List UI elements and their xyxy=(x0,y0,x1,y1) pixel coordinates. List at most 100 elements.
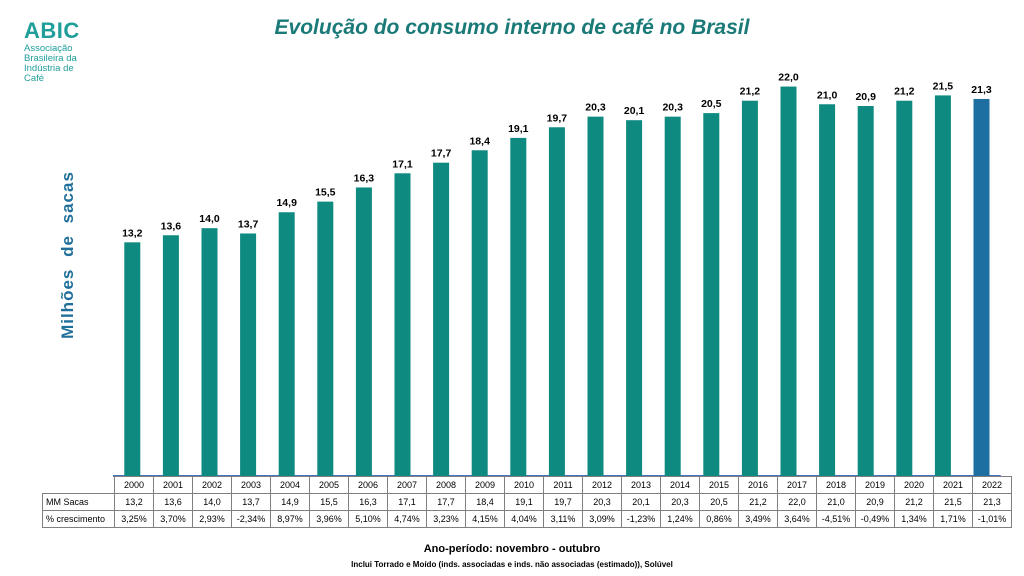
table-cell: -2,34% xyxy=(231,510,271,528)
table-corner xyxy=(43,477,115,494)
year-tick-label: 2008 xyxy=(426,476,466,494)
table-cell: 2,93% xyxy=(192,510,232,528)
footnote: Inclui Torrado e Moído (inds. associadas… xyxy=(351,560,673,569)
bar-2007 xyxy=(394,173,411,476)
data-label-2000: 13,2 xyxy=(122,227,143,239)
table-cell: 20,1 xyxy=(621,493,661,511)
year-tick-label: 2013 xyxy=(621,476,661,494)
data-label-2018: 21,0 xyxy=(817,89,838,101)
data-label-2012: 20,3 xyxy=(585,102,606,114)
data-label-2008: 17,7 xyxy=(431,148,452,160)
table-cell: 8,97% xyxy=(270,510,310,528)
bar-2008 xyxy=(433,162,450,476)
table-cell: 20,3 xyxy=(660,493,700,511)
table-cell: 1,34% xyxy=(894,510,934,528)
table-row-label: MM Sacas xyxy=(42,493,115,511)
year-tick-label: 2021 xyxy=(933,476,973,494)
table-cell: 3,64% xyxy=(777,510,817,528)
table-cell: 3,25% xyxy=(114,510,154,528)
bar-2006 xyxy=(355,187,372,476)
table-cell: 14,9 xyxy=(270,493,310,511)
bar-2012 xyxy=(587,116,604,477)
abic-logo: ABIC Associação Brasileira da Indústria … xyxy=(24,20,96,84)
chart-title: Evolução do consumo interno de café no B… xyxy=(274,16,750,39)
table-cell: 14,0 xyxy=(192,493,232,511)
table-cell: 21,2 xyxy=(738,493,778,511)
table-cell: 3,96% xyxy=(309,510,349,528)
bar-2005 xyxy=(317,201,334,477)
table-cell: 13,6 xyxy=(153,493,193,511)
table-cell: 17,7 xyxy=(426,493,466,511)
year-tick-label: 2012 xyxy=(582,476,622,494)
data-label-2005: 15,5 xyxy=(315,187,336,199)
table-cell: 21,5 xyxy=(933,493,973,511)
table-cell: 4,74% xyxy=(387,510,427,528)
table-cell: -4,51% xyxy=(816,510,856,528)
bar-2015 xyxy=(703,113,720,476)
data-label-2017: 22,0 xyxy=(778,72,799,84)
year-tick-label: 2019 xyxy=(855,476,895,494)
year-tick-label: 2003 xyxy=(231,476,271,494)
year-tick-label: 2018 xyxy=(816,476,856,494)
table-cell: 21,2 xyxy=(894,493,934,511)
year-tick-label: 2004 xyxy=(270,476,310,494)
data-table: 2000 2001 2002 2003 2004 2005 2006 2007 2008 2009… xyxy=(42,476,1012,528)
year-tick-label: 2009 xyxy=(465,476,505,494)
year-tick-label: 2014 xyxy=(660,476,700,494)
year-tick-label: 2017 xyxy=(777,476,817,494)
data-label-2014: 20,3 xyxy=(662,102,683,114)
data-label-2020: 21,2 xyxy=(894,86,915,98)
data-label-2002: 14,0 xyxy=(199,213,220,225)
data-label-2021: 21,5 xyxy=(933,80,954,92)
table-row-label: % crescimento xyxy=(42,510,115,528)
data-label-2006: 16,3 xyxy=(354,172,375,184)
bar-2000 xyxy=(124,242,141,476)
table-row: % crescimento 3,25% 3,70% 2,93% -2,34% 8,97% 3… xyxy=(42,510,1012,528)
year-tick-label: 2020 xyxy=(894,476,934,494)
data-label-2003: 13,7 xyxy=(238,218,259,230)
data-label-2007: 17,1 xyxy=(392,158,413,170)
table-cell: 22,0 xyxy=(777,493,817,511)
data-label-2004: 14,9 xyxy=(276,197,297,209)
table-cell: 3,11% xyxy=(543,510,583,528)
table-cell: 15,5 xyxy=(309,493,349,511)
table-cell: 16,3 xyxy=(348,493,388,511)
bar-2013 xyxy=(626,120,643,477)
table-cell: 13,2 xyxy=(114,493,154,511)
table-row: MM Sacas 13,2 13,6 14,0 13,7 14,9 15,5 16,3 17,1… xyxy=(42,493,1012,511)
data-label-2022: 21,3 xyxy=(971,84,992,96)
year-tick-label: 2000 xyxy=(114,476,154,494)
year-tick-label: 2006 xyxy=(348,476,388,494)
bar-2020 xyxy=(896,100,913,476)
table-cell: 21,0 xyxy=(816,493,856,511)
table-cell: 19,7 xyxy=(543,493,583,511)
bar-2022 xyxy=(973,98,990,477)
bar-2001 xyxy=(162,235,179,476)
bar-2016 xyxy=(741,100,758,476)
year-tick-label: 2001 xyxy=(153,476,193,494)
year-tick-label: 2016 xyxy=(738,476,778,494)
table-cell: 3,49% xyxy=(738,510,778,528)
bar-2014 xyxy=(664,116,681,477)
year-tick-label: 2007 xyxy=(387,476,427,494)
table-cell: 21,3 xyxy=(972,493,1012,511)
table-cell: 20,9 xyxy=(855,493,895,511)
table-cell: 18,4 xyxy=(465,493,505,511)
table-cell: 3,70% xyxy=(153,510,193,528)
table-cell: -1,01% xyxy=(972,510,1012,528)
x-axis-label: Ano-período: novembro - outubro xyxy=(423,543,601,555)
table-header-row: 2000 2001 2002 2003 2004 2005 2006 2007 2008 2009… xyxy=(43,476,1012,494)
data-label-2019: 20,9 xyxy=(855,91,876,103)
year-tick-label: 2011 xyxy=(543,476,583,494)
year-tick-label: 2015 xyxy=(699,476,739,494)
bar-2019 xyxy=(857,106,874,476)
table-cell: 19,1 xyxy=(504,493,544,511)
table-cell: 4,04% xyxy=(504,510,544,528)
year-tick-label: 2010 xyxy=(504,476,544,494)
table-cell: 17,1 xyxy=(387,493,427,511)
bar-2002 xyxy=(201,228,218,476)
bar-2017 xyxy=(780,86,797,476)
bar-2021 xyxy=(934,95,951,476)
logo-text: Associação Brasileira da Indústria de Ca… xyxy=(24,43,77,84)
table-cell: 5,10% xyxy=(348,510,388,528)
